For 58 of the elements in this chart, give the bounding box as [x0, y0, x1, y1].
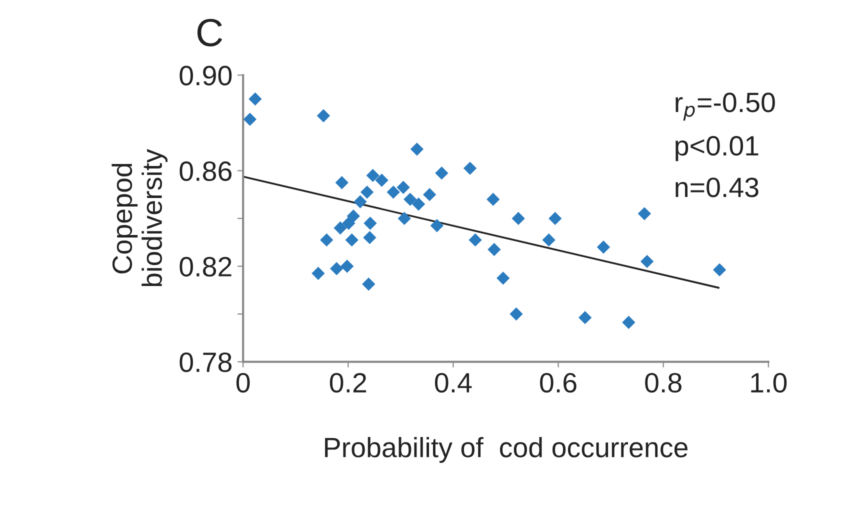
point: [334, 221, 347, 235]
point: [510, 307, 523, 321]
point: [638, 207, 652, 220]
point: [578, 311, 592, 324]
point: [248, 92, 262, 106]
point: [542, 233, 556, 247]
y-tick-label: 0.90: [180, 66, 232, 86]
point: [330, 262, 344, 276]
point: [340, 260, 354, 273]
point: [398, 212, 411, 226]
point: [410, 142, 424, 156]
x-tick-label: 0.4: [435, 372, 472, 393]
y-tick-label: 0.78: [180, 352, 232, 372]
point: [488, 242, 501, 256]
point: [640, 254, 654, 268]
x-tick-label: 0.8: [645, 372, 682, 393]
point: [312, 266, 325, 280]
point: [375, 174, 388, 187]
point: [354, 195, 367, 208]
point: [412, 198, 426, 211]
annotation: p<0.01: [676, 136, 758, 162]
point: [496, 272, 510, 285]
point: [512, 212, 525, 226]
annotation: r$_{p}$=-0.50: [676, 92, 775, 121]
y-axis-title: Copepod biodiversity: [112, 149, 168, 286]
point: [622, 316, 636, 329]
x-tick-label: 1.0: [751, 372, 787, 393]
point: [363, 230, 376, 244]
point: [316, 109, 330, 122]
point: [364, 216, 377, 230]
y-tick-label: 0.82: [180, 256, 232, 277]
point: [366, 168, 380, 182]
point: [596, 240, 610, 254]
point: [712, 263, 726, 276]
point: [430, 219, 444, 232]
chart-title: C: [197, 18, 222, 46]
x-tick-label: 0.6: [540, 372, 576, 393]
x-tick-label: 0: [236, 372, 250, 393]
annotation: n=0.43: [676, 178, 758, 198]
x-tick-label: 0.2: [330, 372, 366, 393]
point: [335, 176, 348, 190]
point: [435, 166, 448, 180]
point: [468, 233, 482, 247]
point: [463, 162, 477, 175]
point: [345, 233, 358, 247]
point: [396, 180, 410, 194]
point: [243, 112, 257, 126]
point: [320, 233, 334, 247]
point: [548, 212, 562, 226]
x-axis-title: Probability of cod occurrence: [325, 436, 688, 463]
point: [422, 188, 436, 202]
point: [360, 186, 374, 199]
point: [486, 192, 500, 206]
point: [386, 186, 400, 199]
point: [404, 192, 417, 206]
point: [362, 278, 376, 291]
y-tick-label: 0.86: [180, 161, 232, 182]
point: [342, 216, 356, 230]
